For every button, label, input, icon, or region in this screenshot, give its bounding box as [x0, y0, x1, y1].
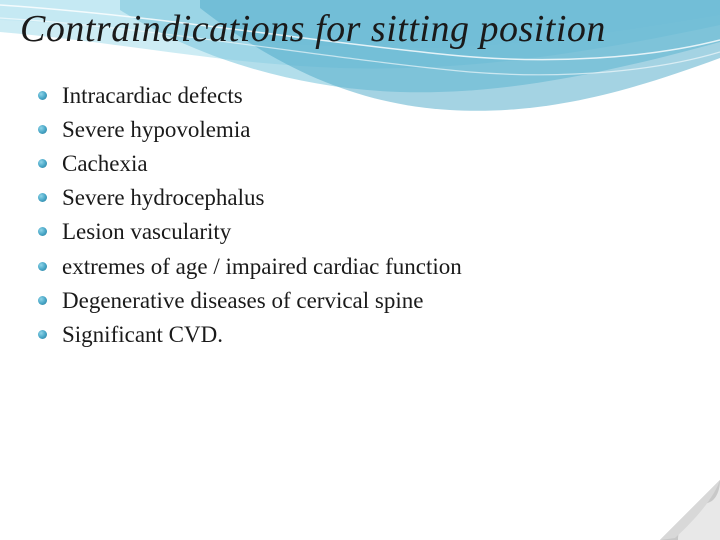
- bullet-list: Intracardiac defects Severe hypovolemia …: [0, 80, 720, 352]
- list-item: Severe hypovolemia: [38, 114, 720, 146]
- list-item: Intracardiac defects: [38, 80, 720, 112]
- corner-curl-icon: [660, 480, 720, 540]
- list-item: extremes of age / impaired cardiac funct…: [38, 251, 720, 283]
- list-item: Lesion vascularity: [38, 216, 720, 248]
- list-item: Cachexia: [38, 148, 720, 180]
- slide-title: Contraindications for sitting position: [0, 0, 720, 52]
- list-item: Significant CVD.: [38, 319, 720, 351]
- list-item: Degenerative diseases of cervical spine: [38, 285, 720, 317]
- list-item: Severe hydrocephalus: [38, 182, 720, 214]
